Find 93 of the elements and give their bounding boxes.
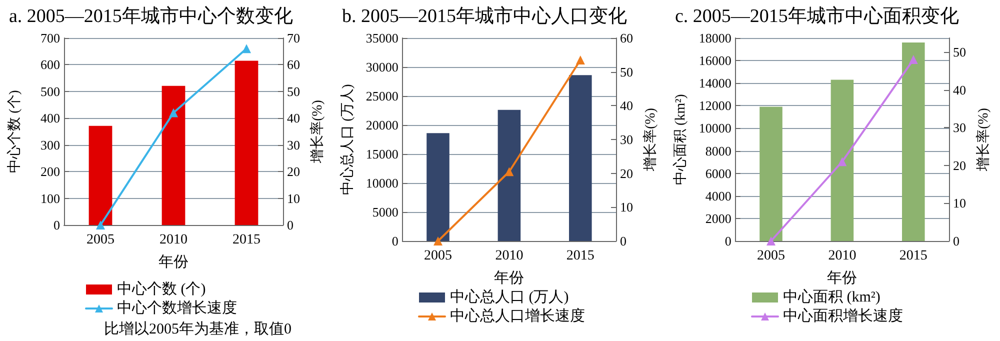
y2-tick-label: 10 [620,200,633,215]
bar [426,133,450,241]
x-tick-label: 2015 [232,232,260,248]
y-tick-label: 16000 [698,53,732,68]
y-tick-label: 0 [54,218,60,232]
y-tick-label: 20000 [366,118,398,132]
x-tick-label: 2010 [828,248,856,264]
y2-tick-label: 40 [953,82,966,98]
chart-title: c. 2005—2015年城市中心面积变化 [675,5,959,27]
x-tick-label: 2015 [566,248,594,264]
bar [569,75,592,241]
point [576,55,585,64]
y2-tick-label: 10 [287,190,300,206]
y-tick-label: 100 [40,190,60,206]
chart-title: b. 2005—2015年城市中心人口变化 [342,5,627,27]
point [169,108,178,118]
point [908,55,918,64]
y-tick-label: 8000 [705,143,732,158]
y2-tick-label: 50 [953,44,966,60]
y-tick-label: 30000 [366,60,398,74]
legend-label: 中心面积 (km²) [783,288,880,306]
y2-tick-label: 20 [953,158,966,173]
x-tick-label: 2005 [86,232,114,248]
y2-tick-label: 0 [953,234,960,248]
y-tick-label: 35000 [366,30,398,46]
y-tick-label: 10000 [698,120,732,136]
y-axis-title: 中心个数 (个) [6,90,22,173]
legend-label: 中心面积增长速度 [783,308,903,324]
y-tick-label: 5000 [372,204,398,220]
y-tick-label: 15000 [366,146,398,162]
legend-label: 中心个数 (个) [117,280,206,298]
y2-tick-label: 30 [953,120,966,136]
y-tick-label: 0 [724,234,732,248]
y-tick-label: 300 [40,137,60,152]
x-axis-title: 年份 [494,270,524,286]
y-tick-label: 0 [392,234,398,248]
y2-tick-label: 30 [287,137,300,152]
y-tick-label: 600 [40,57,60,72]
y2-tick-label: 50 [620,64,633,80]
bar [162,86,186,225]
y2-tick-label: 40 [620,98,633,114]
y-tick-label: 12000 [698,98,732,114]
y2-tick-label: 70 [287,30,300,46]
y2-tick-label: 30 [620,132,633,147]
x-tick-label: 2010 [160,232,188,248]
legend-label: 中心总人口 (万人) [450,288,569,306]
y2-tick-label: 50 [287,84,300,99]
bar [234,60,258,225]
y2-tick-label: 20 [287,164,300,180]
y-tick-label: 6000 [705,166,732,181]
x-tick-label: 2010 [495,248,524,264]
y-tick-label: 4000 [705,188,732,204]
y2-axis-title: 增长率(%) [976,108,992,172]
y-axis-title: 中心总人口 (万人) [340,84,356,195]
y2-tick-label: 10 [953,196,966,211]
text: 比增以2005年为基准，取值0 [104,320,292,338]
y-tick-label: 18000 [698,30,732,46]
y-tick-label: 10000 [366,176,398,190]
x-axis-title: 年份 [158,254,188,270]
x-tick-label: 2015 [899,248,928,264]
y2-tick-label: 0 [287,218,294,232]
y2-tick-label: 0 [620,234,626,248]
chart-title: a. 2005—2015年城市中心个数变化 [9,5,293,27]
y2-tick-label: 40 [287,110,300,126]
legend-label: 中心个数增长速度 [117,300,237,316]
x-tick-label: 2005 [424,248,452,264]
point [96,220,105,230]
y2-axis-title: 增长率(%) [642,108,658,172]
y-tick-label: 500 [40,84,60,99]
y-tick-label: 14000 [698,76,732,91]
bar [902,42,925,241]
bar [88,126,112,225]
legend-label: 中心总人口增长速度 [450,308,585,324]
x-tick-label: 2005 [757,248,785,264]
x-axis-title: 年份 [827,270,858,286]
y-tick-label: 25000 [366,88,398,104]
bar [830,80,854,241]
bar [760,106,782,241]
y-axis-title: 中心面积 (km²) [672,94,688,185]
bar [498,110,521,241]
y2-axis-title: 增长率(%) [310,100,326,164]
y2-tick-label: 60 [287,57,300,72]
y-tick-label: 700 [40,30,60,46]
y2-tick-label: 60 [620,30,633,46]
y2-tick-label: 20 [620,166,633,181]
y-tick-label: 2000 [705,210,732,226]
point [242,44,251,54]
point [434,236,442,246]
point [766,236,776,246]
point [838,157,847,166]
point [504,167,514,176]
y-tick-label: 400 [40,110,60,126]
y-tick-label: 200 [40,164,60,180]
